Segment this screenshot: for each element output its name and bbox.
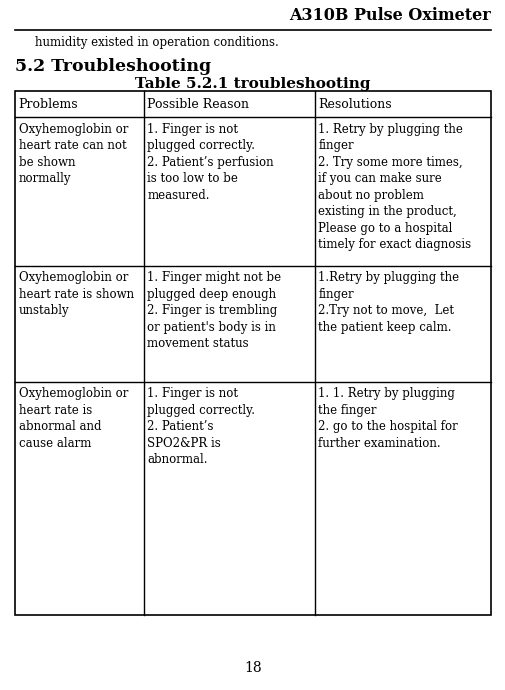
Text: 1.Retry by plugging the
finger
2.Try not to move,  Let
the patient keep calm.: 1.Retry by plugging the finger 2.Try not… <box>318 271 459 334</box>
Text: 1. Finger is not
plugged correctly.
2. Patient’s perfusion
is too low to be
meas: 1. Finger is not plugged correctly. 2. P… <box>147 123 273 201</box>
Text: A310B Pulse Oximeter: A310B Pulse Oximeter <box>288 7 490 24</box>
Text: 1. 1. Retry by plugging
the finger
2. go to the hospital for
further examination: 1. 1. Retry by plugging the finger 2. go… <box>318 387 457 450</box>
Text: Possible Reason: Possible Reason <box>147 98 248 110</box>
Text: Table 5.2.1 troubleshooting: Table 5.2.1 troubleshooting <box>135 77 370 91</box>
Text: Oxyhemoglobin or
heart rate is shown
unstably: Oxyhemoglobin or heart rate is shown uns… <box>19 271 134 317</box>
Text: Oxyhemoglobin or
heart rate is
abnormal and
cause alarm: Oxyhemoglobin or heart rate is abnormal … <box>19 387 128 450</box>
Text: 1. Retry by plugging the
finger
2. Try some more times,
if you can make sure
abo: 1. Retry by plugging the finger 2. Try s… <box>318 123 471 251</box>
Text: 1. Finger might not be
plugged deep enough
2. Finger is trembling
or patient's b: 1. Finger might not be plugged deep enou… <box>147 271 281 350</box>
Text: Problems: Problems <box>19 98 78 110</box>
Bar <box>15 91 490 615</box>
Text: 1. Finger is not
plugged correctly.
2. Patient’s
SPO2&PR is
abnormal.: 1. Finger is not plugged correctly. 2. P… <box>147 387 255 466</box>
Text: humidity existed in operation conditions.: humidity existed in operation conditions… <box>35 36 279 49</box>
Text: Resolutions: Resolutions <box>318 98 391 110</box>
Text: 5.2 Troubleshooting: 5.2 Troubleshooting <box>15 58 211 75</box>
Text: 18: 18 <box>244 661 261 675</box>
Text: Oxyhemoglobin or
heart rate can not
be shown
normally: Oxyhemoglobin or heart rate can not be s… <box>19 123 128 186</box>
